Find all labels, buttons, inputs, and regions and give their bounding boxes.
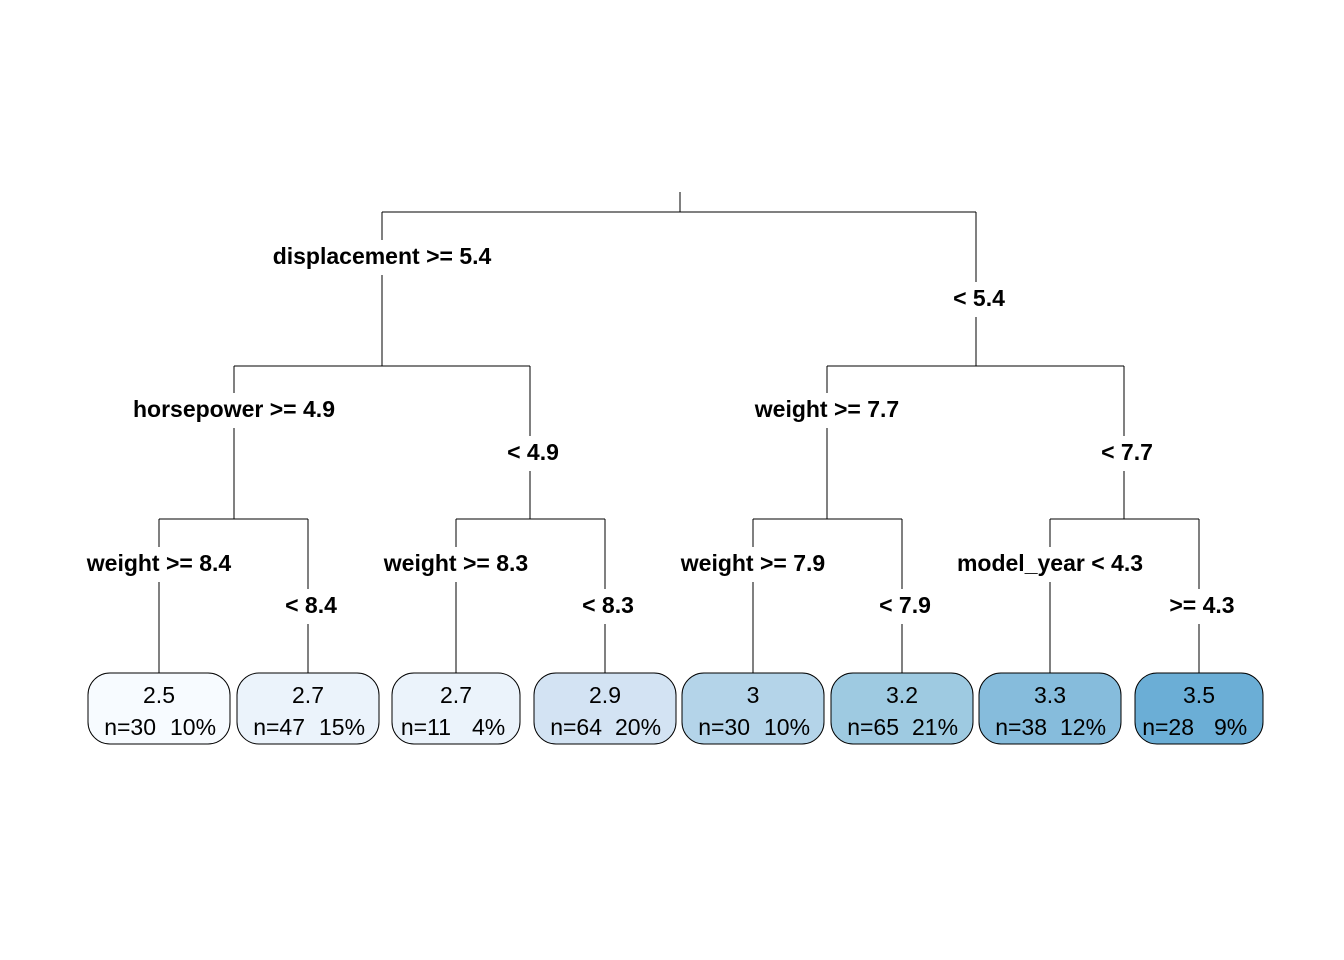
leaf-percent: 15%: [319, 714, 365, 740]
leaf-node: 3.2 n=65 21%: [830, 672, 974, 745]
leaf-percent: 4%: [472, 714, 505, 740]
leaf-box: [681, 672, 825, 745]
split-lr-left-label: weight >= 8.3: [383, 550, 528, 576]
split-l-left-label: horsepower >= 4.9: [133, 396, 335, 422]
leaf-count: n=65: [847, 714, 899, 740]
split-rr-left-label: model_year < 4.3: [957, 550, 1143, 576]
leaf-box: [830, 672, 974, 745]
leaf-node: 3 n=30 10%: [681, 672, 825, 745]
split-ll-right-label: < 8.4: [285, 592, 337, 618]
split-r-right-label: < 7.7: [1101, 439, 1153, 465]
leaf-percent: 10%: [764, 714, 810, 740]
leaf-count: n=38: [995, 714, 1047, 740]
leaf-node: 2.9 n=64 20%: [533, 672, 677, 745]
leaf-count: n=47: [253, 714, 305, 740]
leaf-box: [236, 672, 380, 745]
leaf-count: n=28: [1142, 714, 1194, 740]
leaf-node: 3.5 n=28 9%: [1134, 672, 1264, 745]
leaf-percent: 21%: [912, 714, 958, 740]
leaf-box: [87, 672, 231, 745]
split-rl-left-label: weight >= 7.9: [680, 550, 825, 576]
leaf-value: 3: [747, 682, 760, 708]
split-r-left-label: weight >= 7.7: [754, 396, 899, 422]
leaf-count: n=11: [401, 714, 451, 740]
split-root-right-label: < 5.4: [953, 285, 1005, 311]
leaf-percent: 20%: [615, 714, 661, 740]
leaf-value: 3.5: [1183, 682, 1215, 708]
split-ll-left-label: weight >= 8.4: [86, 550, 232, 576]
leaf-nodes: 2.5 n=30 10% 2.7 n=47 15% 2.7 n=11 4% 2.…: [87, 672, 1264, 745]
leaf-node: 2.7 n=11 4%: [391, 672, 521, 745]
leaf-value: 2.5: [143, 682, 175, 708]
leaf-percent: 9%: [1214, 714, 1247, 740]
leaf-value: 3.2: [886, 682, 918, 708]
leaf-node: 2.7 n=47 15%: [236, 672, 380, 745]
leaf-box: [533, 672, 677, 745]
leaf-value: 2.7: [292, 682, 324, 708]
split-root-left-label: displacement >= 5.4: [273, 243, 492, 269]
leaf-percent: 10%: [170, 714, 216, 740]
split-labels: displacement >= 5.4 < 5.4 horsepower >= …: [86, 243, 1235, 618]
leaf-value: 2.7: [440, 682, 472, 708]
split-l-right-label: < 4.9: [507, 439, 559, 465]
leaf-node: 2.5 n=30 10%: [87, 672, 231, 745]
leaf-value: 3.3: [1034, 682, 1066, 708]
leaf-box: [1134, 672, 1264, 745]
leaf-box: [978, 672, 1122, 745]
split-lr-right-label: < 8.3: [582, 592, 634, 618]
split-rl-right-label: < 7.9: [879, 592, 931, 618]
leaf-node: 3.3 n=38 12%: [978, 672, 1122, 745]
leaf-box: [391, 672, 521, 745]
tree-edges: [158, 192, 1200, 673]
leaf-count: n=30: [104, 714, 156, 740]
leaf-count: n=64: [550, 714, 602, 740]
leaf-count: n=30: [698, 714, 750, 740]
leaf-percent: 12%: [1060, 714, 1106, 740]
split-rr-right-label: >= 4.3: [1169, 592, 1234, 618]
leaf-value: 2.9: [589, 682, 621, 708]
